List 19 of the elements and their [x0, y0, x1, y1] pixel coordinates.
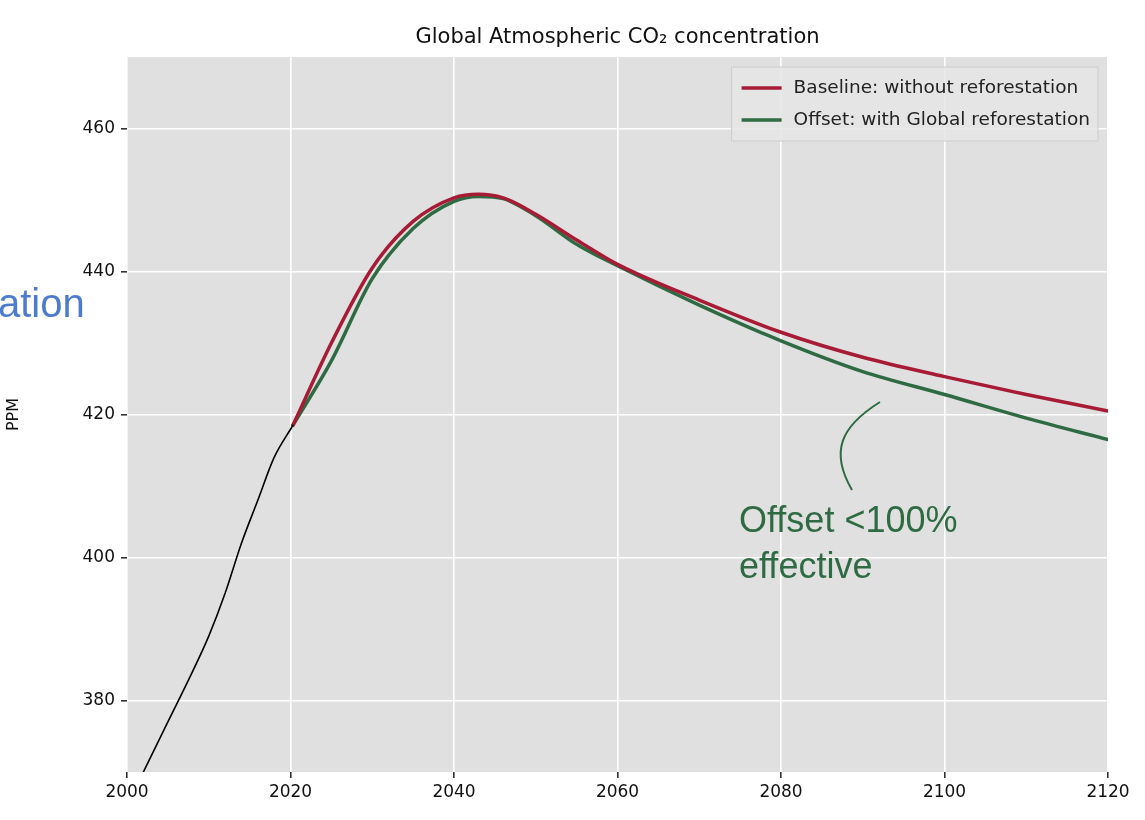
y-axis-title: PPM [2, 397, 22, 432]
y-tick-label: 400 [82, 545, 115, 566]
x-tick-label: 2120 [1086, 780, 1130, 801]
y-tick-label: 460 [82, 116, 115, 137]
x-tick-label: 2080 [759, 780, 803, 801]
legend-label: Offset: with Global reforestation [793, 107, 1091, 129]
x-tick-label: 2060 [595, 780, 640, 801]
x-tick-label: 2020 [268, 780, 313, 801]
text: ation [0, 281, 85, 326]
y-tick-label: 440 [82, 259, 115, 280]
line-series [142, 424, 294, 772]
annotation: Offset <100% effective [739, 499, 958, 586]
chart-title: Global Atmospheric CO₂ concentration [415, 24, 820, 48]
x-tick-label: 2040 [432, 780, 476, 801]
x-tick-label: 2100 [922, 780, 967, 801]
y-tick-label: 420 [82, 402, 115, 423]
x-tick-label: 2000 [105, 780, 149, 801]
legend-label: Baseline: without reforestation [793, 75, 1079, 97]
y-tick-label: 380 [82, 688, 115, 709]
